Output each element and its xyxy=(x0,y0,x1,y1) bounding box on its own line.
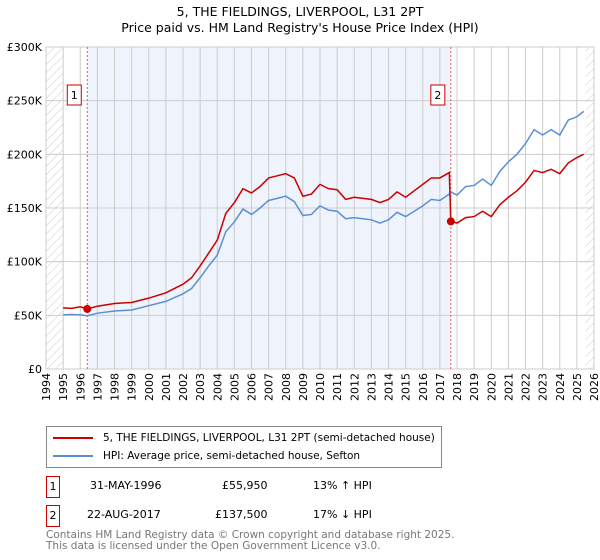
sale-price: £137,500 xyxy=(215,508,268,521)
x-tick-label: 2011 xyxy=(331,373,344,401)
sale-badge: 1 xyxy=(46,476,60,498)
sale-label: 1 xyxy=(71,89,78,102)
chart-subtitle: Price paid vs. HM Land Registry's House … xyxy=(121,20,479,35)
x-tick-label: 2002 xyxy=(177,373,190,401)
x-tick-label: 1999 xyxy=(126,373,139,401)
x-tick-label: 2021 xyxy=(502,373,515,401)
x-tick-label: 2025 xyxy=(571,373,584,401)
plot-area: 1994 1995 1996 1997 1998 1999 2000 2001 2002 2003… xyxy=(7,41,600,401)
sale-hpi-diff: 17% ↓ HPI xyxy=(313,508,372,521)
legend-label-property: 5, THE FIELDINGS, LIVERPOOL, L31 2PT (se… xyxy=(103,432,435,444)
x-tick-label: 2018 xyxy=(451,373,464,401)
legend-swatch-hpi xyxy=(53,455,93,457)
hpi-line xyxy=(63,110,585,317)
legend-label-hpi: HPI: Average price, semi-detached house,… xyxy=(103,450,361,462)
x-tick-label: 1996 xyxy=(74,373,87,401)
plot-border xyxy=(45,46,595,370)
x-tick-label: 2026 xyxy=(588,373,600,401)
x-tick-label: 2001 xyxy=(160,373,173,401)
y-tick-label: £200K xyxy=(7,148,43,161)
sale-badge: 2 xyxy=(46,505,60,527)
footer: Contains HM Land Registry data © Crown c… xyxy=(46,530,454,552)
x-tick-label: 2008 xyxy=(280,373,293,401)
y-tick-label: £250K xyxy=(7,95,43,108)
sale-date: 22-AUG-2017 xyxy=(87,508,161,521)
legend: 5, THE FIELDINGS, LIVERPOOL, L31 2PT (se… xyxy=(46,426,442,468)
y-tick-label: £150K xyxy=(7,202,43,215)
sale-label-box xyxy=(430,84,446,106)
x-tick-label: 2020 xyxy=(485,373,498,401)
x-tick-label: 2005 xyxy=(228,373,241,401)
x-tick-label: 2023 xyxy=(537,373,550,401)
x-tick-label: 2019 xyxy=(468,373,481,401)
x-tick-label: 2014 xyxy=(383,373,396,401)
x-tick-label: 2010 xyxy=(314,373,327,401)
x-tick-label: 1998 xyxy=(109,373,122,401)
x-tick-label: 2016 xyxy=(417,373,430,401)
x-tick-label: 2000 xyxy=(143,373,156,401)
footer-line-1: Contains HM Land Registry data © Crown c… xyxy=(46,529,455,541)
x-tick-label: 2007 xyxy=(263,373,276,401)
x-tick-label: 1994 xyxy=(40,373,53,401)
x-tick-label: 2024 xyxy=(554,373,567,401)
x-tick-label: 2013 xyxy=(365,373,378,401)
x-tick-label: 2012 xyxy=(348,373,361,401)
x-tick-label: 1995 xyxy=(57,373,70,401)
y-tick-label: £300K xyxy=(7,41,43,54)
x-tick-label: 2004 xyxy=(211,373,224,401)
x-tick-label: 2017 xyxy=(434,373,447,401)
y-tick-label: £100K xyxy=(7,256,43,269)
sale-date: 31-MAY-1996 xyxy=(90,479,162,492)
footer-line-2: This data is licensed under the Open Gov… xyxy=(46,540,381,552)
y-tick-label: £50K xyxy=(14,309,43,322)
sale-price: £55,950 xyxy=(222,479,268,492)
sale-label: 2 xyxy=(434,89,441,102)
x-tick-label: 2015 xyxy=(400,373,413,401)
x-tick-label: 2003 xyxy=(194,373,207,401)
x-tick-label: 1997 xyxy=(91,373,104,401)
sale-point xyxy=(446,217,455,226)
chart-title: 5, THE FIELDINGS, LIVERPOOL, L31 2PT xyxy=(176,4,424,19)
x-tick-label: 2022 xyxy=(520,373,533,401)
y-tick-label: £0 xyxy=(28,363,42,376)
x-tick-label: 2006 xyxy=(246,373,259,401)
x-tick-label: 2009 xyxy=(297,373,310,401)
sale-hpi-diff: 13% ↑ HPI xyxy=(313,479,372,492)
price-line xyxy=(63,153,585,310)
legend-swatch-property xyxy=(53,437,93,439)
sale-label-box xyxy=(66,84,82,106)
sale-point xyxy=(83,304,92,313)
